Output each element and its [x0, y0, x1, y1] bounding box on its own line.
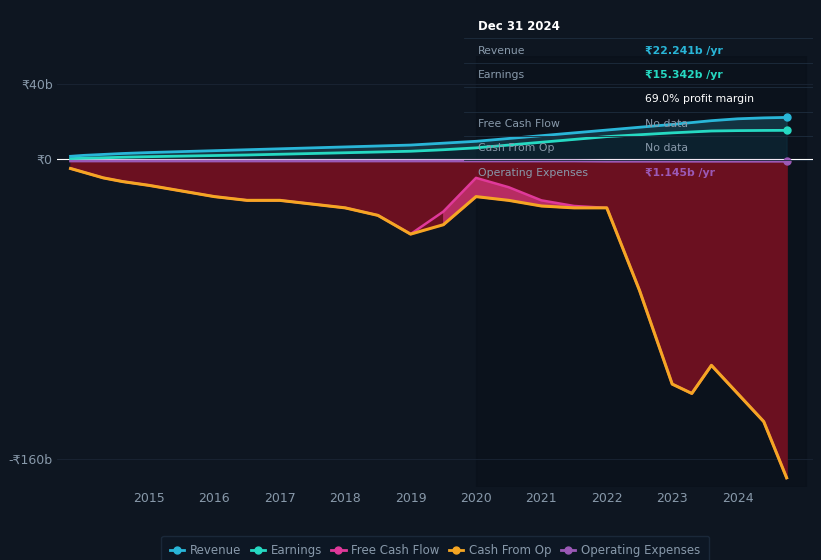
Text: No data: No data: [645, 119, 688, 129]
Text: Earnings: Earnings: [478, 70, 525, 80]
Text: Revenue: Revenue: [478, 45, 525, 55]
Text: 69.0% profit margin: 69.0% profit margin: [645, 95, 754, 104]
Text: No data: No data: [645, 143, 688, 153]
Text: Free Cash Flow: Free Cash Flow: [478, 119, 560, 129]
Text: Cash From Op: Cash From Op: [478, 143, 554, 153]
Bar: [476, 56, 806, 487]
Text: Dec 31 2024: Dec 31 2024: [478, 20, 560, 32]
Legend: Revenue, Earnings, Free Cash Flow, Cash From Op, Operating Expenses: Revenue, Earnings, Free Cash Flow, Cash …: [162, 536, 709, 560]
Text: Operating Expenses: Operating Expenses: [478, 167, 588, 178]
Text: ₹22.241b /yr: ₹22.241b /yr: [645, 45, 723, 55]
Text: ₹15.342b /yr: ₹15.342b /yr: [645, 70, 723, 80]
Text: ₹1.145b /yr: ₹1.145b /yr: [645, 167, 715, 178]
